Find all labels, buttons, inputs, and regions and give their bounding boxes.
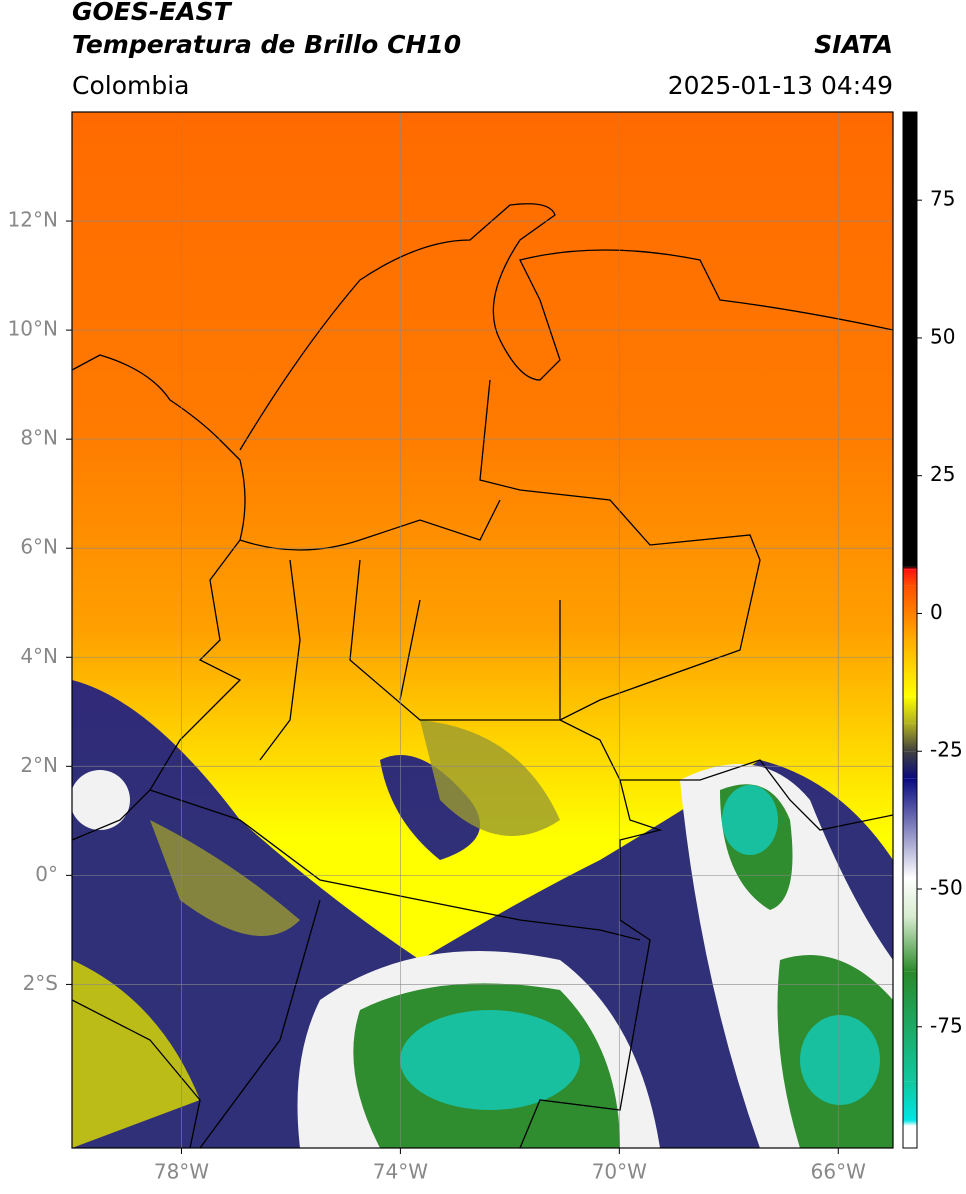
region: Colombia <box>72 71 189 100</box>
colorbar-tick-label: -50 <box>930 876 963 900</box>
y-tick-label: 12°N <box>8 208 58 232</box>
colorbar-segment <box>903 1120 917 1126</box>
colorbar-segment <box>903 916 917 972</box>
grid: 78°W 74°W 70°W 66°W 12°N 10°N 8°N 6°N 4°N 2°N 0° 2°… <box>8 112 893 1184</box>
y-tick-label: 4°N <box>20 644 58 668</box>
colorbar-frame <box>902 111 918 1149</box>
satellite-image <box>72 112 893 1148</box>
colorbar-tick-label: 75 <box>930 187 955 211</box>
subtitle: Temperatura de Brillo CH10 <box>72 30 461 59</box>
colorbar-segment <box>903 1125 917 1148</box>
colorbar-segment <box>903 877 917 917</box>
colorbar-segment <box>903 971 917 1082</box>
colorbar-segment <box>903 585 917 642</box>
colorbar-segment <box>903 566 917 570</box>
colorbar-tick-label: -75 <box>930 1013 963 1037</box>
x-tick-label: 74°W <box>373 1160 428 1184</box>
y-tick-label: 2°N <box>20 753 58 777</box>
colorbar-segment <box>903 1081 917 1121</box>
title: GOES-EAST <box>72 0 233 26</box>
y-tick-label: 6°N <box>20 535 58 559</box>
y-tick-label: 0° <box>35 862 58 886</box>
colorbar-tick-label: -25 <box>930 738 963 762</box>
map-frame <box>71 111 894 1149</box>
y-tick-label: 10°N <box>8 317 58 341</box>
colorbar-tick-label: 50 <box>930 324 955 348</box>
colorbar-segment <box>903 641 917 697</box>
colorbar-segment <box>903 569 917 586</box>
colorbar-segment <box>903 696 917 724</box>
colorbar-tick-label: 25 <box>930 462 955 486</box>
y-tick-label: 8°N <box>20 426 58 450</box>
x-tick-label: 70°W <box>592 1160 647 1184</box>
colorbar-tick-label: 0 <box>930 600 943 624</box>
x-tick-label: 78°W <box>154 1160 209 1184</box>
colorbar-segment <box>903 751 917 779</box>
colorbar-segment <box>903 778 917 878</box>
y-tick-label: 2°S <box>23 971 58 995</box>
colorbar-segment <box>903 112 917 567</box>
colorbar: 75 50 25 0 -25 -50 -75 <box>902 111 963 1149</box>
source: SIATA <box>814 30 893 59</box>
x-tick-label: 66°W <box>811 1160 866 1184</box>
colorbar-segment <box>903 723 917 752</box>
timestamp: 2025-01-13 04:49 <box>668 71 893 100</box>
